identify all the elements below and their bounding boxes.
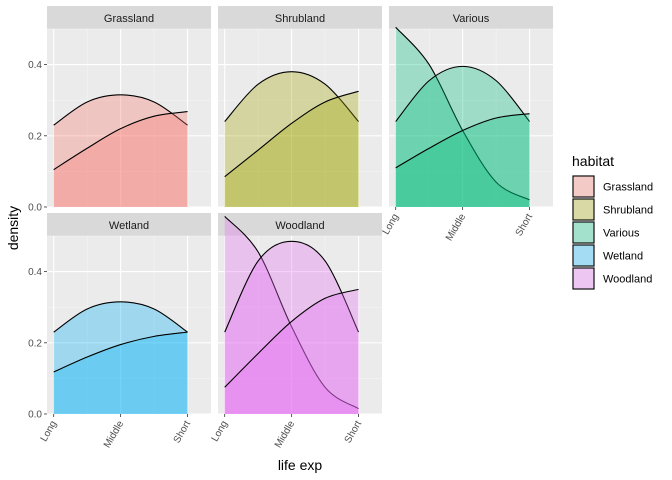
density-area: [224, 289, 359, 414]
density-curve: [53, 301, 188, 333]
y-tick-label: 0.4: [28, 267, 42, 278]
facet-wetland: Wetland 0.0 0.2 0.4 Long Middle Short: [28, 213, 211, 450]
legend-item-grassland: Grassland: [572, 175, 653, 198]
density-curve: [395, 65, 530, 122]
legend-item-various: Various: [572, 221, 640, 244]
panel-background: [389, 29, 553, 207]
density-curve: [224, 90, 359, 178]
density-curve: [53, 94, 188, 126]
density-curve: [224, 240, 360, 333]
density-area: [395, 113, 530, 207]
legend-key: [572, 267, 595, 290]
x-tick-label: Middle: [273, 419, 297, 450]
density-area: [224, 71, 359, 207]
x-axis-title: life exp: [278, 457, 323, 473]
density-curve: [224, 216, 359, 410]
legend: habitat Grassland Shrubland Various Wetland…: [572, 153, 653, 290]
density-area: [53, 111, 188, 207]
x-tick-label: Middle: [102, 419, 126, 450]
legend-label: Various: [603, 228, 640, 240]
facet-strip: [218, 6, 382, 29]
facet-strip-label: Woodland: [275, 220, 324, 232]
legend-key: [572, 244, 595, 267]
legend-label: Shrubland: [603, 205, 653, 217]
density-curve: [395, 113, 530, 169]
facet-shrubland: Shrubland: [218, 6, 382, 208]
density-area: [53, 301, 188, 414]
x-tick-label: Long: [381, 212, 402, 237]
legend-key: [572, 175, 595, 198]
facet-strip-label: Various: [453, 13, 490, 25]
legend-title: habitat: [572, 153, 614, 169]
legend-key-background: [572, 221, 595, 244]
density-area: [224, 91, 359, 207]
facet-strip: [389, 6, 553, 29]
panel-background: [47, 236, 211, 414]
x-tick-label: Long: [39, 419, 60, 444]
density-area: [395, 66, 530, 207]
facet-strip-label: Wetland: [109, 220, 149, 232]
legend-item-shrubland: Shrubland: [572, 198, 653, 221]
facet-strip-label: Grassland: [104, 13, 154, 25]
density-area: [395, 27, 530, 207]
legend-key: [572, 221, 595, 244]
panel-background: [47, 29, 211, 207]
panel-background: [218, 236, 382, 414]
facet-various: Various Long Middle Short: [381, 6, 553, 243]
y-tick-label: 0.0: [28, 410, 42, 421]
facet-woodland: Woodland Long Middle Short: [210, 213, 382, 450]
y-tick-label: 0.0: [28, 203, 42, 214]
facet-strip: [47, 6, 211, 29]
density-curve: [53, 331, 188, 373]
legend-item-wetland: Wetland: [572, 244, 643, 267]
legend-key-background: [572, 198, 595, 221]
y-axis-title: density: [5, 206, 21, 250]
density-area: [224, 241, 359, 414]
legend-label: Woodland: [603, 274, 652, 286]
legend-label: Grassland: [603, 182, 653, 194]
y-tick-label: 0.4: [28, 60, 42, 71]
density-area: [53, 332, 188, 414]
axis-titles: life exp density: [5, 206, 322, 473]
x-tick-label: Middle: [444, 212, 468, 243]
legend-label: Wetland: [603, 251, 643, 263]
facet-grassland: Grassland 0.0 0.2 0.4: [28, 6, 211, 214]
density-curve: [224, 71, 359, 122]
facet-strip-label: Shrubland: [275, 13, 325, 25]
facet-strip: [47, 213, 211, 236]
x-tick-label: Short: [172, 419, 194, 445]
density-area: [224, 216, 359, 414]
legend-key-background: [572, 175, 595, 198]
x-tick-label: Long: [210, 419, 231, 444]
density-curve: [224, 288, 359, 388]
y-tick-label: 0.2: [28, 131, 42, 142]
facet-panels: Grassland 0.0 0.2 0.4 Shrubland Various Long Mi…: [28, 6, 553, 450]
facet-strip: [218, 213, 382, 236]
legend-item-woodland: Woodland: [572, 267, 652, 290]
x-tick-label: Short: [514, 212, 536, 238]
legend-key-background: [572, 267, 595, 290]
legend-key-background: [572, 244, 595, 267]
x-tick-label: Short: [343, 419, 365, 445]
density-curve: [53, 111, 188, 171]
density-area: [53, 94, 188, 207]
legend-key: [572, 198, 595, 221]
y-tick-label: 0.2: [28, 338, 42, 349]
